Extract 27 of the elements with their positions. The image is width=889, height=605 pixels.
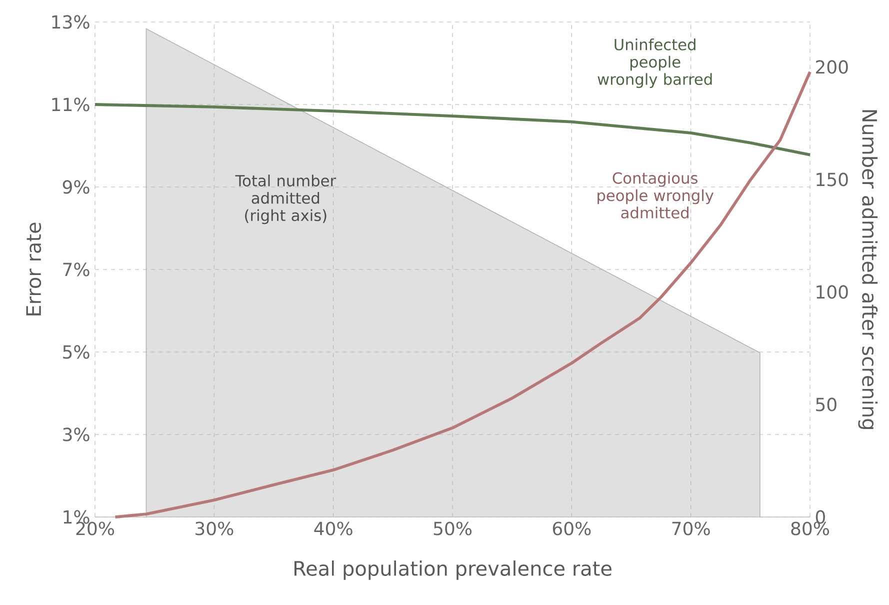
x-tick-label: 20% bbox=[76, 522, 114, 536]
series-label: Total number admitted (right axis) bbox=[235, 174, 336, 224]
y-axis-title: Error rate bbox=[26, 222, 42, 316]
y2-axis-title: Number admitted after screning bbox=[858, 110, 878, 429]
text: Uninfected people wrongly barred bbox=[598, 38, 712, 88]
y-tick-label: 5% bbox=[63, 345, 90, 359]
x-tick-label: 80% bbox=[791, 522, 830, 536]
y-tick-label: 11% bbox=[52, 98, 90, 112]
y2-tick-label: 200 bbox=[816, 60, 848, 74]
x-axis-title: Real population prevalence rate bbox=[294, 560, 612, 580]
y2-tick-label: 0 bbox=[816, 510, 825, 524]
y2-tick-label: 50 bbox=[816, 398, 836, 412]
line-series bbox=[94, 103, 812, 156]
y-tick-label: 3% bbox=[63, 428, 90, 442]
x-tick-label: 40% bbox=[314, 522, 352, 536]
x-tick-label: 30% bbox=[196, 522, 234, 536]
y-tick-label: 9% bbox=[62, 180, 90, 194]
y-tick-label: 13% bbox=[52, 15, 90, 29]
x-tick-label: 50% bbox=[434, 522, 472, 536]
y2-tick-label: 100 bbox=[816, 285, 848, 299]
x-tick-label: 60% bbox=[552, 522, 591, 536]
y2-tick-label: 150 bbox=[816, 172, 848, 186]
y-tick-label: 1% bbox=[64, 510, 90, 524]
x-tick-label: 70% bbox=[672, 522, 710, 536]
line-series bbox=[114, 70, 812, 518]
y-tick-label: 7% bbox=[63, 262, 90, 276]
series-label: Contagious people wrongly admitted bbox=[598, 172, 714, 218]
